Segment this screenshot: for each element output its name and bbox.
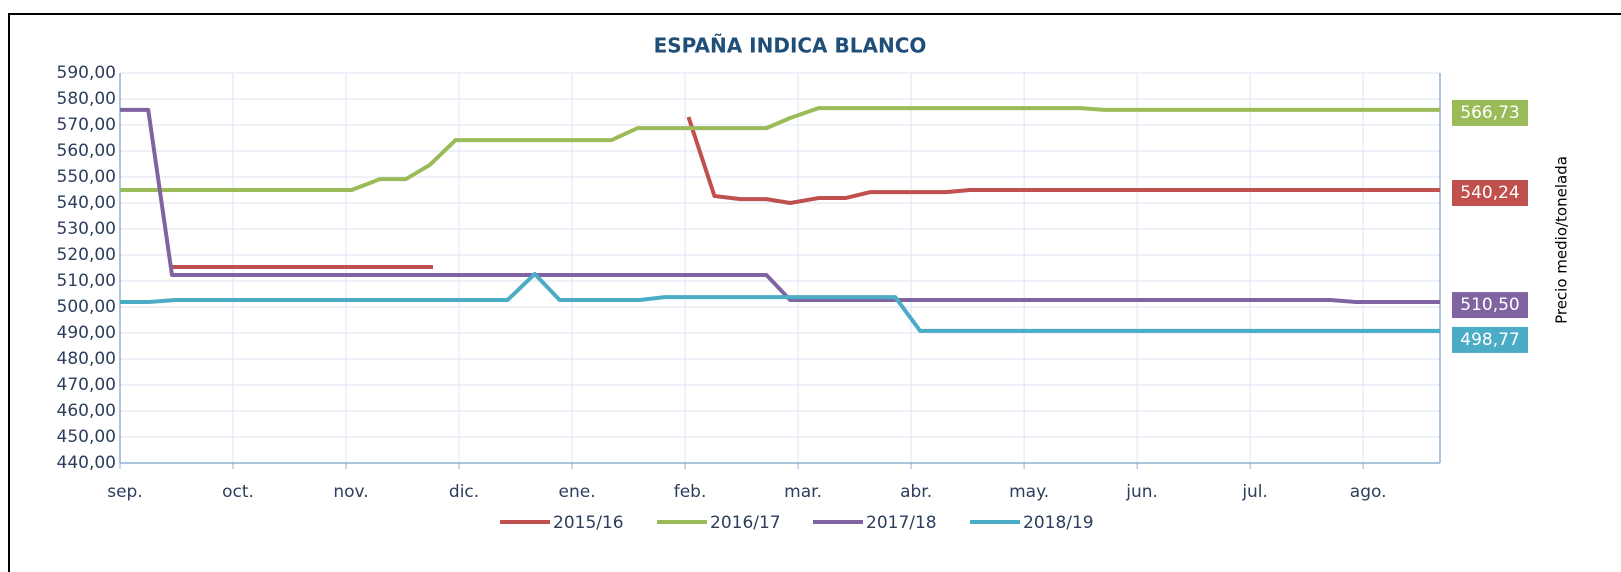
series-line bbox=[120, 271, 1440, 333]
y-axis-label: Precio medio/tonelada bbox=[1553, 156, 1571, 324]
y-tick-label: 530,00 bbox=[57, 219, 116, 239]
x-tick-label: jun. bbox=[1125, 482, 1158, 502]
series-line bbox=[171, 116, 1440, 269]
y-tick-label: 500,00 bbox=[57, 297, 116, 317]
y-tick-label: 520,00 bbox=[57, 245, 116, 265]
end-label-box bbox=[1452, 326, 1528, 353]
x-tick-label: jul. bbox=[1241, 482, 1268, 502]
y-tick-label: 580,00 bbox=[57, 89, 116, 109]
y-tick-label: 450,00 bbox=[57, 427, 116, 447]
end-label-box bbox=[1452, 99, 1528, 126]
y-tick-label: 480,00 bbox=[57, 349, 116, 369]
x-tick-label: nov. bbox=[333, 482, 368, 502]
y-tick-label: 570,00 bbox=[57, 115, 116, 135]
x-tick-label: oct. bbox=[222, 482, 254, 502]
y-tick-label: 510,00 bbox=[57, 271, 116, 291]
y-tick-label: 470,00 bbox=[57, 375, 116, 395]
y-tick-label: 490,00 bbox=[57, 323, 116, 343]
legend-label: 2015/16 bbox=[553, 513, 624, 533]
legend-label: 2017/18 bbox=[866, 513, 937, 533]
end-label: 498,77 bbox=[1460, 330, 1519, 350]
y-tick-label: 540,00 bbox=[57, 193, 116, 213]
x-tick-label: ago. bbox=[1350, 482, 1387, 502]
end-label: 510,50 bbox=[1460, 295, 1519, 315]
y-tick-label: 590,00 bbox=[57, 63, 116, 83]
end-label: 566,73 bbox=[1460, 103, 1519, 123]
chart-title: ESPAÑA INDICA BLANCO bbox=[654, 34, 927, 58]
x-tick-label: feb. bbox=[674, 482, 707, 502]
end-label-box bbox=[1452, 180, 1528, 206]
legend-label: 2016/17 bbox=[710, 513, 781, 533]
y-tick-label: 440,00 bbox=[57, 453, 116, 473]
end-label-box bbox=[1452, 292, 1528, 319]
x-tick-label: abr. bbox=[900, 482, 932, 502]
legend-label: 2018/19 bbox=[1023, 513, 1094, 533]
x-tick-label: sep. bbox=[107, 482, 143, 502]
y-tick-label: 460,00 bbox=[57, 401, 116, 421]
end-label: 540,24 bbox=[1460, 183, 1519, 203]
x-tick-label: dic. bbox=[449, 482, 479, 502]
frame bbox=[8, 13, 1621, 572]
y-tick-label: 560,00 bbox=[57, 141, 116, 161]
series-line bbox=[120, 107, 1440, 305]
x-tick-label: may. bbox=[1009, 482, 1049, 502]
y-tick-label: 550,00 bbox=[57, 167, 116, 187]
x-tick-label: ene. bbox=[559, 482, 596, 502]
series-line bbox=[120, 106, 1440, 192]
x-tick-label: mar. bbox=[784, 482, 822, 502]
